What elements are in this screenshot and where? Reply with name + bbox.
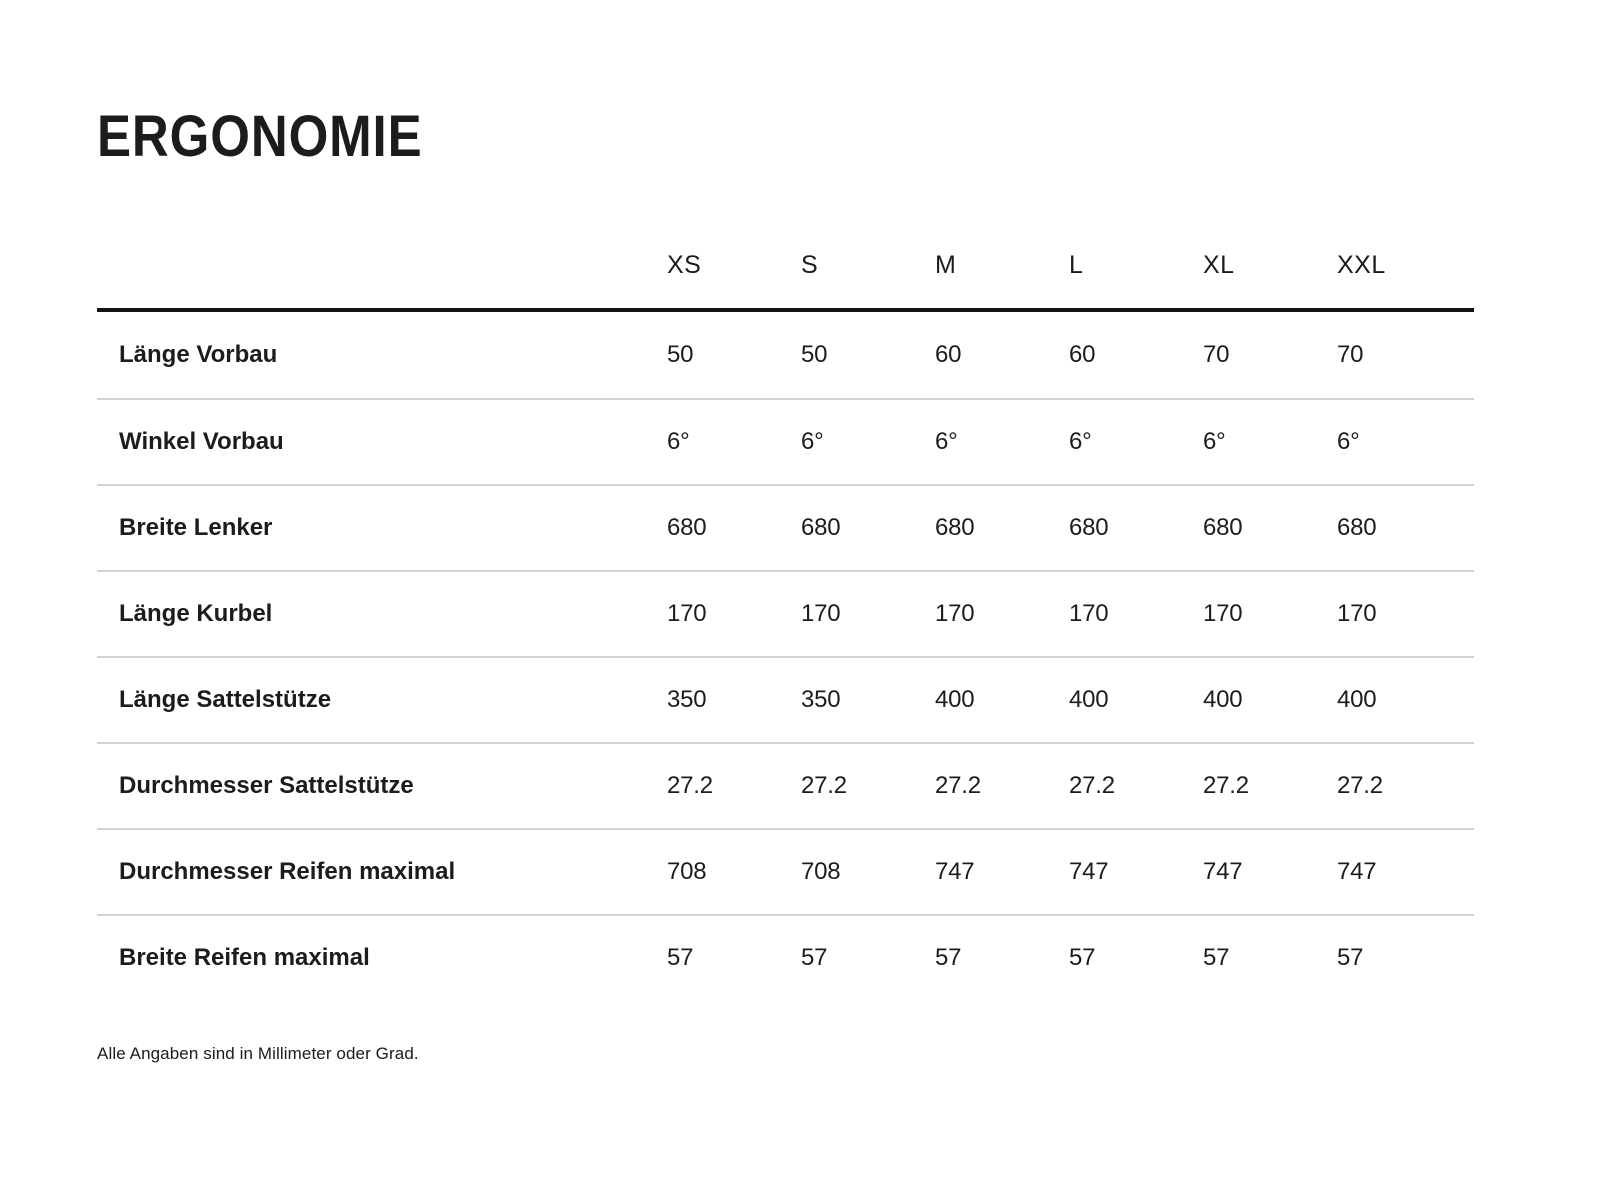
value-cell: 170	[667, 600, 707, 627]
value-cell: 70	[1203, 341, 1230, 368]
value-cell: 680	[1069, 514, 1109, 541]
value-cell: 50	[801, 341, 828, 368]
table-row: Breite Reifen maximal 57 57 57 57 57 57	[97, 914, 1474, 1000]
value-cell: 27.2	[1337, 772, 1383, 799]
units-footnote: Alle Angaben sind in Millimeter oder Gra…	[97, 1044, 419, 1063]
row-label: Breite Lenker	[119, 514, 273, 541]
value-cell: 170	[1337, 600, 1377, 627]
value-cell: 170	[935, 600, 975, 627]
value-cell: 6°	[1337, 428, 1360, 455]
value-cell: 6°	[935, 428, 958, 455]
column-header-size: S	[801, 251, 819, 279]
column-header-size: XL	[1203, 251, 1235, 279]
ergonomics-page: ERGONOMIE XS S M L XL XXL Länge Vorbau 50 50 60 6…	[97, 104, 1474, 1063]
value-cell: 680	[935, 514, 975, 541]
value-cell: 60	[935, 341, 962, 368]
row-label: Länge Kurbel	[119, 600, 273, 627]
value-cell: 708	[667, 858, 707, 885]
value-cell: 350	[801, 686, 841, 713]
value-cell: 400	[1203, 686, 1243, 713]
column-header-size: XXL	[1337, 251, 1386, 279]
value-cell: 27.2	[1203, 772, 1249, 799]
table-row: Winkel Vorbau 6° 6° 6° 6° 6° 6°	[97, 398, 1474, 484]
table-row: Länge Vorbau 50 50 60 60 70 70	[97, 312, 1474, 398]
ergonomics-spec-table: XS S M L XL XXL Länge Vorbau 50 50 60 60 70 70 Winke…	[97, 166, 1474, 1000]
value-cell: 6°	[801, 428, 824, 455]
value-cell: 747	[935, 858, 975, 885]
value-cell: 57	[1203, 944, 1230, 971]
value-cell: 70	[1337, 341, 1364, 368]
table-header-row: XS S M L XL XXL	[97, 166, 1474, 312]
value-cell: 747	[1069, 858, 1109, 885]
column-header-size: M	[935, 251, 957, 279]
table-row: Durchmesser Reifen maximal 708 708 747 747 74…	[97, 828, 1474, 914]
value-cell: 6°	[1203, 428, 1226, 455]
value-cell: 680	[667, 514, 707, 541]
table-row: Durchmesser Sattelstütze 27.2 27.2 27.2 27.2…	[97, 742, 1474, 828]
row-label: Winkel Vorbau	[119, 428, 284, 455]
value-cell: 708	[801, 858, 841, 885]
value-cell: 57	[801, 944, 828, 971]
value-cell: 50	[667, 341, 694, 368]
value-cell: 170	[1203, 600, 1243, 627]
value-cell: 680	[1203, 514, 1243, 541]
value-cell: 60	[1069, 341, 1096, 368]
row-label: Durchmesser Reifen maximal	[119, 858, 456, 885]
value-cell: 170	[801, 600, 841, 627]
value-cell: 57	[1337, 944, 1364, 971]
value-cell: 400	[935, 686, 975, 713]
value-cell: 747	[1203, 858, 1243, 885]
value-cell: 350	[667, 686, 707, 713]
value-cell: 57	[667, 944, 694, 971]
value-cell: 680	[1337, 514, 1377, 541]
row-label: Durchmesser Sattelstütze	[119, 772, 414, 799]
table-row: Länge Kurbel 170 170 170 170 170 170	[97, 570, 1474, 656]
table-body: Länge Vorbau 50 50 60 60 70 70 Winkel Vorbau 6° 6…	[97, 312, 1474, 1000]
value-cell: 747	[1337, 858, 1377, 885]
row-label: Länge Sattelstütze	[119, 686, 332, 713]
row-label: Breite Reifen maximal	[119, 944, 370, 971]
value-cell: 27.2	[1069, 772, 1115, 799]
column-header-size: XS	[667, 251, 702, 279]
page-title: ERGONOMIE	[97, 104, 423, 169]
value-cell: 27.2	[667, 772, 713, 799]
value-cell: 400	[1069, 686, 1109, 713]
value-cell: 6°	[667, 428, 690, 455]
value-cell: 27.2	[935, 772, 981, 799]
value-cell: 170	[1069, 600, 1109, 627]
value-cell: 27.2	[801, 772, 847, 799]
value-cell: 57	[1069, 944, 1096, 971]
table-row: Breite Lenker 680 680 680 680 680 680	[97, 484, 1474, 570]
column-header-size: L	[1069, 251, 1084, 279]
value-cell: 57	[935, 944, 962, 971]
value-cell: 400	[1337, 686, 1377, 713]
table-row: Länge Sattelstütze 350 350 400 400 400 400	[97, 656, 1474, 742]
value-cell: 6°	[1069, 428, 1092, 455]
value-cell: 680	[801, 514, 841, 541]
row-label: Länge Vorbau	[119, 341, 278, 368]
